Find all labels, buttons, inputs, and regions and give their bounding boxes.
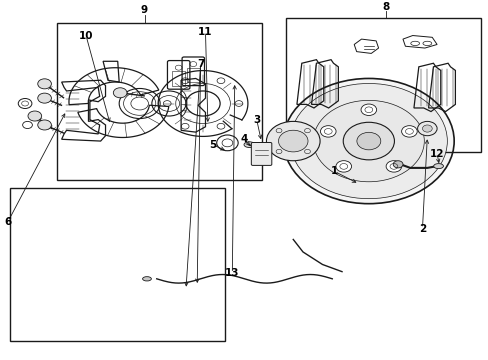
Bar [10,188,224,341]
Circle shape [392,161,402,168]
Circle shape [38,79,51,89]
Text: 13: 13 [224,269,239,278]
Text: 4: 4 [240,134,248,144]
Text: 5: 5 [209,140,216,150]
Circle shape [28,111,41,121]
Circle shape [417,121,436,136]
Circle shape [38,120,51,130]
FancyBboxPatch shape [251,143,271,165]
Bar [57,23,261,180]
Text: 7: 7 [197,59,204,69]
Text: 2: 2 [418,224,425,234]
Bar [172,71,184,86]
Circle shape [356,132,380,150]
Ellipse shape [142,277,151,281]
Circle shape [283,78,453,204]
Text: 10: 10 [79,31,93,41]
Bar [186,68,199,82]
Text: 6: 6 [4,217,12,226]
Circle shape [113,88,127,98]
Circle shape [38,93,51,103]
Circle shape [343,122,394,160]
Circle shape [422,125,431,132]
Circle shape [320,126,335,137]
Text: 11: 11 [198,27,212,37]
Circle shape [266,121,320,161]
Circle shape [290,84,447,199]
Text: 12: 12 [429,149,444,159]
Ellipse shape [433,163,443,168]
Circle shape [401,126,416,137]
Text: 1: 1 [330,166,338,176]
Text: 3: 3 [253,114,260,125]
Circle shape [278,130,307,152]
Ellipse shape [244,142,254,148]
Circle shape [313,100,424,182]
Circle shape [386,161,401,172]
Text: 9: 9 [141,5,148,15]
Circle shape [335,161,351,172]
Bar [285,18,480,152]
Circle shape [360,104,376,116]
Text: 8: 8 [382,2,389,12]
